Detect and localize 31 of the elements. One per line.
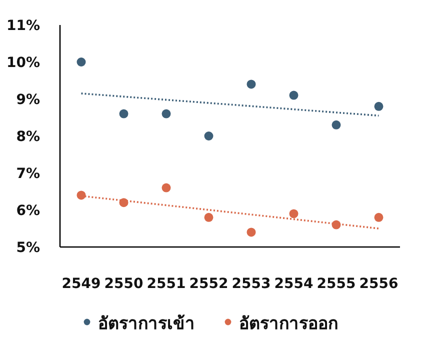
x-tick-label: 2554	[274, 276, 314, 292]
x-tick-label: 2549	[62, 276, 101, 292]
y-tick-label: 6%	[16, 203, 40, 219]
y-tick-label: 8%	[16, 129, 40, 145]
point	[76, 190, 86, 200]
point	[119, 109, 128, 118]
point	[332, 120, 341, 130]
point	[204, 132, 214, 140]
point	[76, 58, 86, 66]
x-tick-label: 2553	[232, 276, 271, 292]
point	[289, 209, 298, 218]
y-tick-label: 7%	[16, 166, 40, 182]
point	[374, 212, 384, 222]
point	[162, 183, 171, 192]
x-tick-label: 2551	[146, 276, 186, 292]
point	[246, 80, 256, 89]
point	[204, 212, 214, 222]
x-tick-label: 2552	[189, 276, 228, 292]
y-tick-label: 5%	[16, 240, 40, 256]
y-tick-label: 9%	[16, 92, 40, 108]
legend-label: อัตราการเข้า	[98, 314, 195, 334]
point	[162, 109, 171, 118]
x-tick-label: 2550	[104, 276, 144, 292]
x-tick-label: 2556	[359, 276, 398, 292]
x-tick-label: 2555	[316, 276, 356, 292]
legend-label: อัตราการออก	[239, 314, 338, 334]
y-tick-label: 11%	[6, 18, 40, 34]
point	[374, 102, 384, 111]
point	[289, 90, 298, 100]
y-tick-label: 10%	[6, 55, 40, 71]
point	[246, 228, 256, 237]
